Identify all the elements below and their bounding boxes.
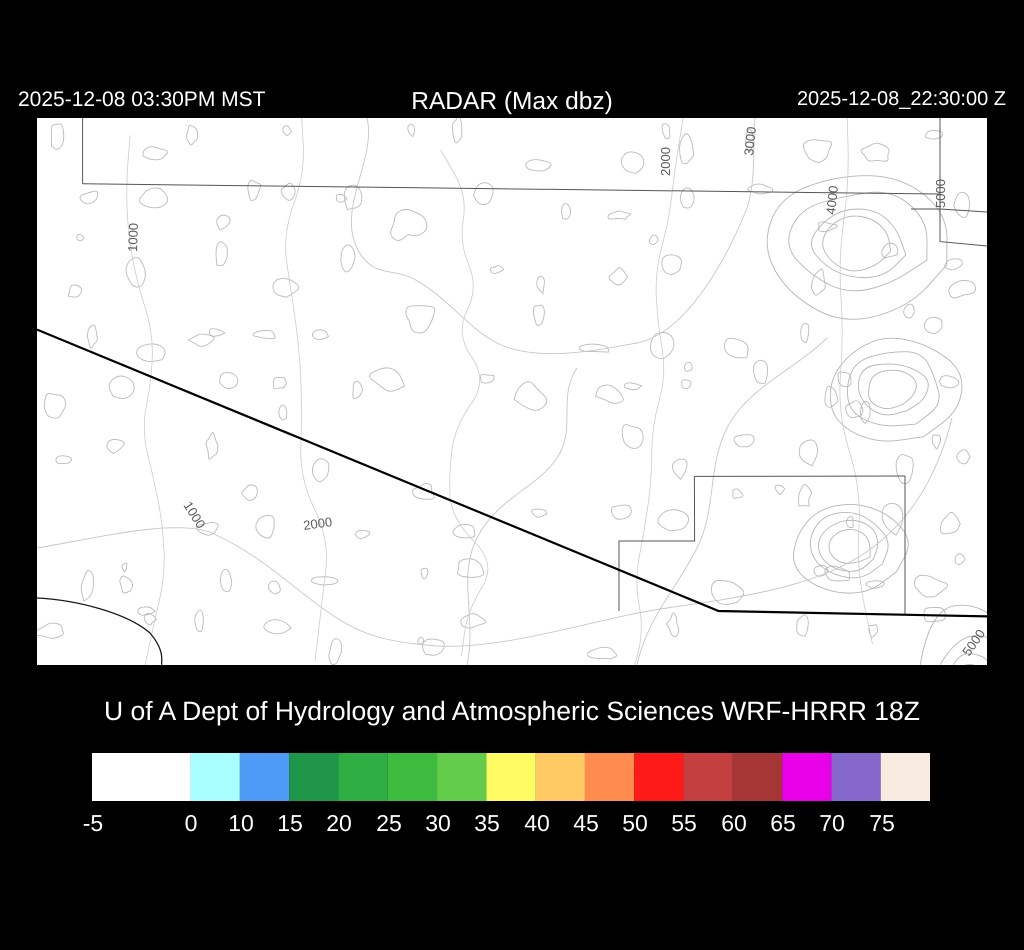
svg-text:1000: 1000 [125,223,141,252]
svg-text:2000: 2000 [658,147,673,176]
svg-text:3000: 3000 [741,126,759,156]
svg-text:4000: 4000 [823,185,841,215]
svg-text:5000: 5000 [933,179,948,208]
